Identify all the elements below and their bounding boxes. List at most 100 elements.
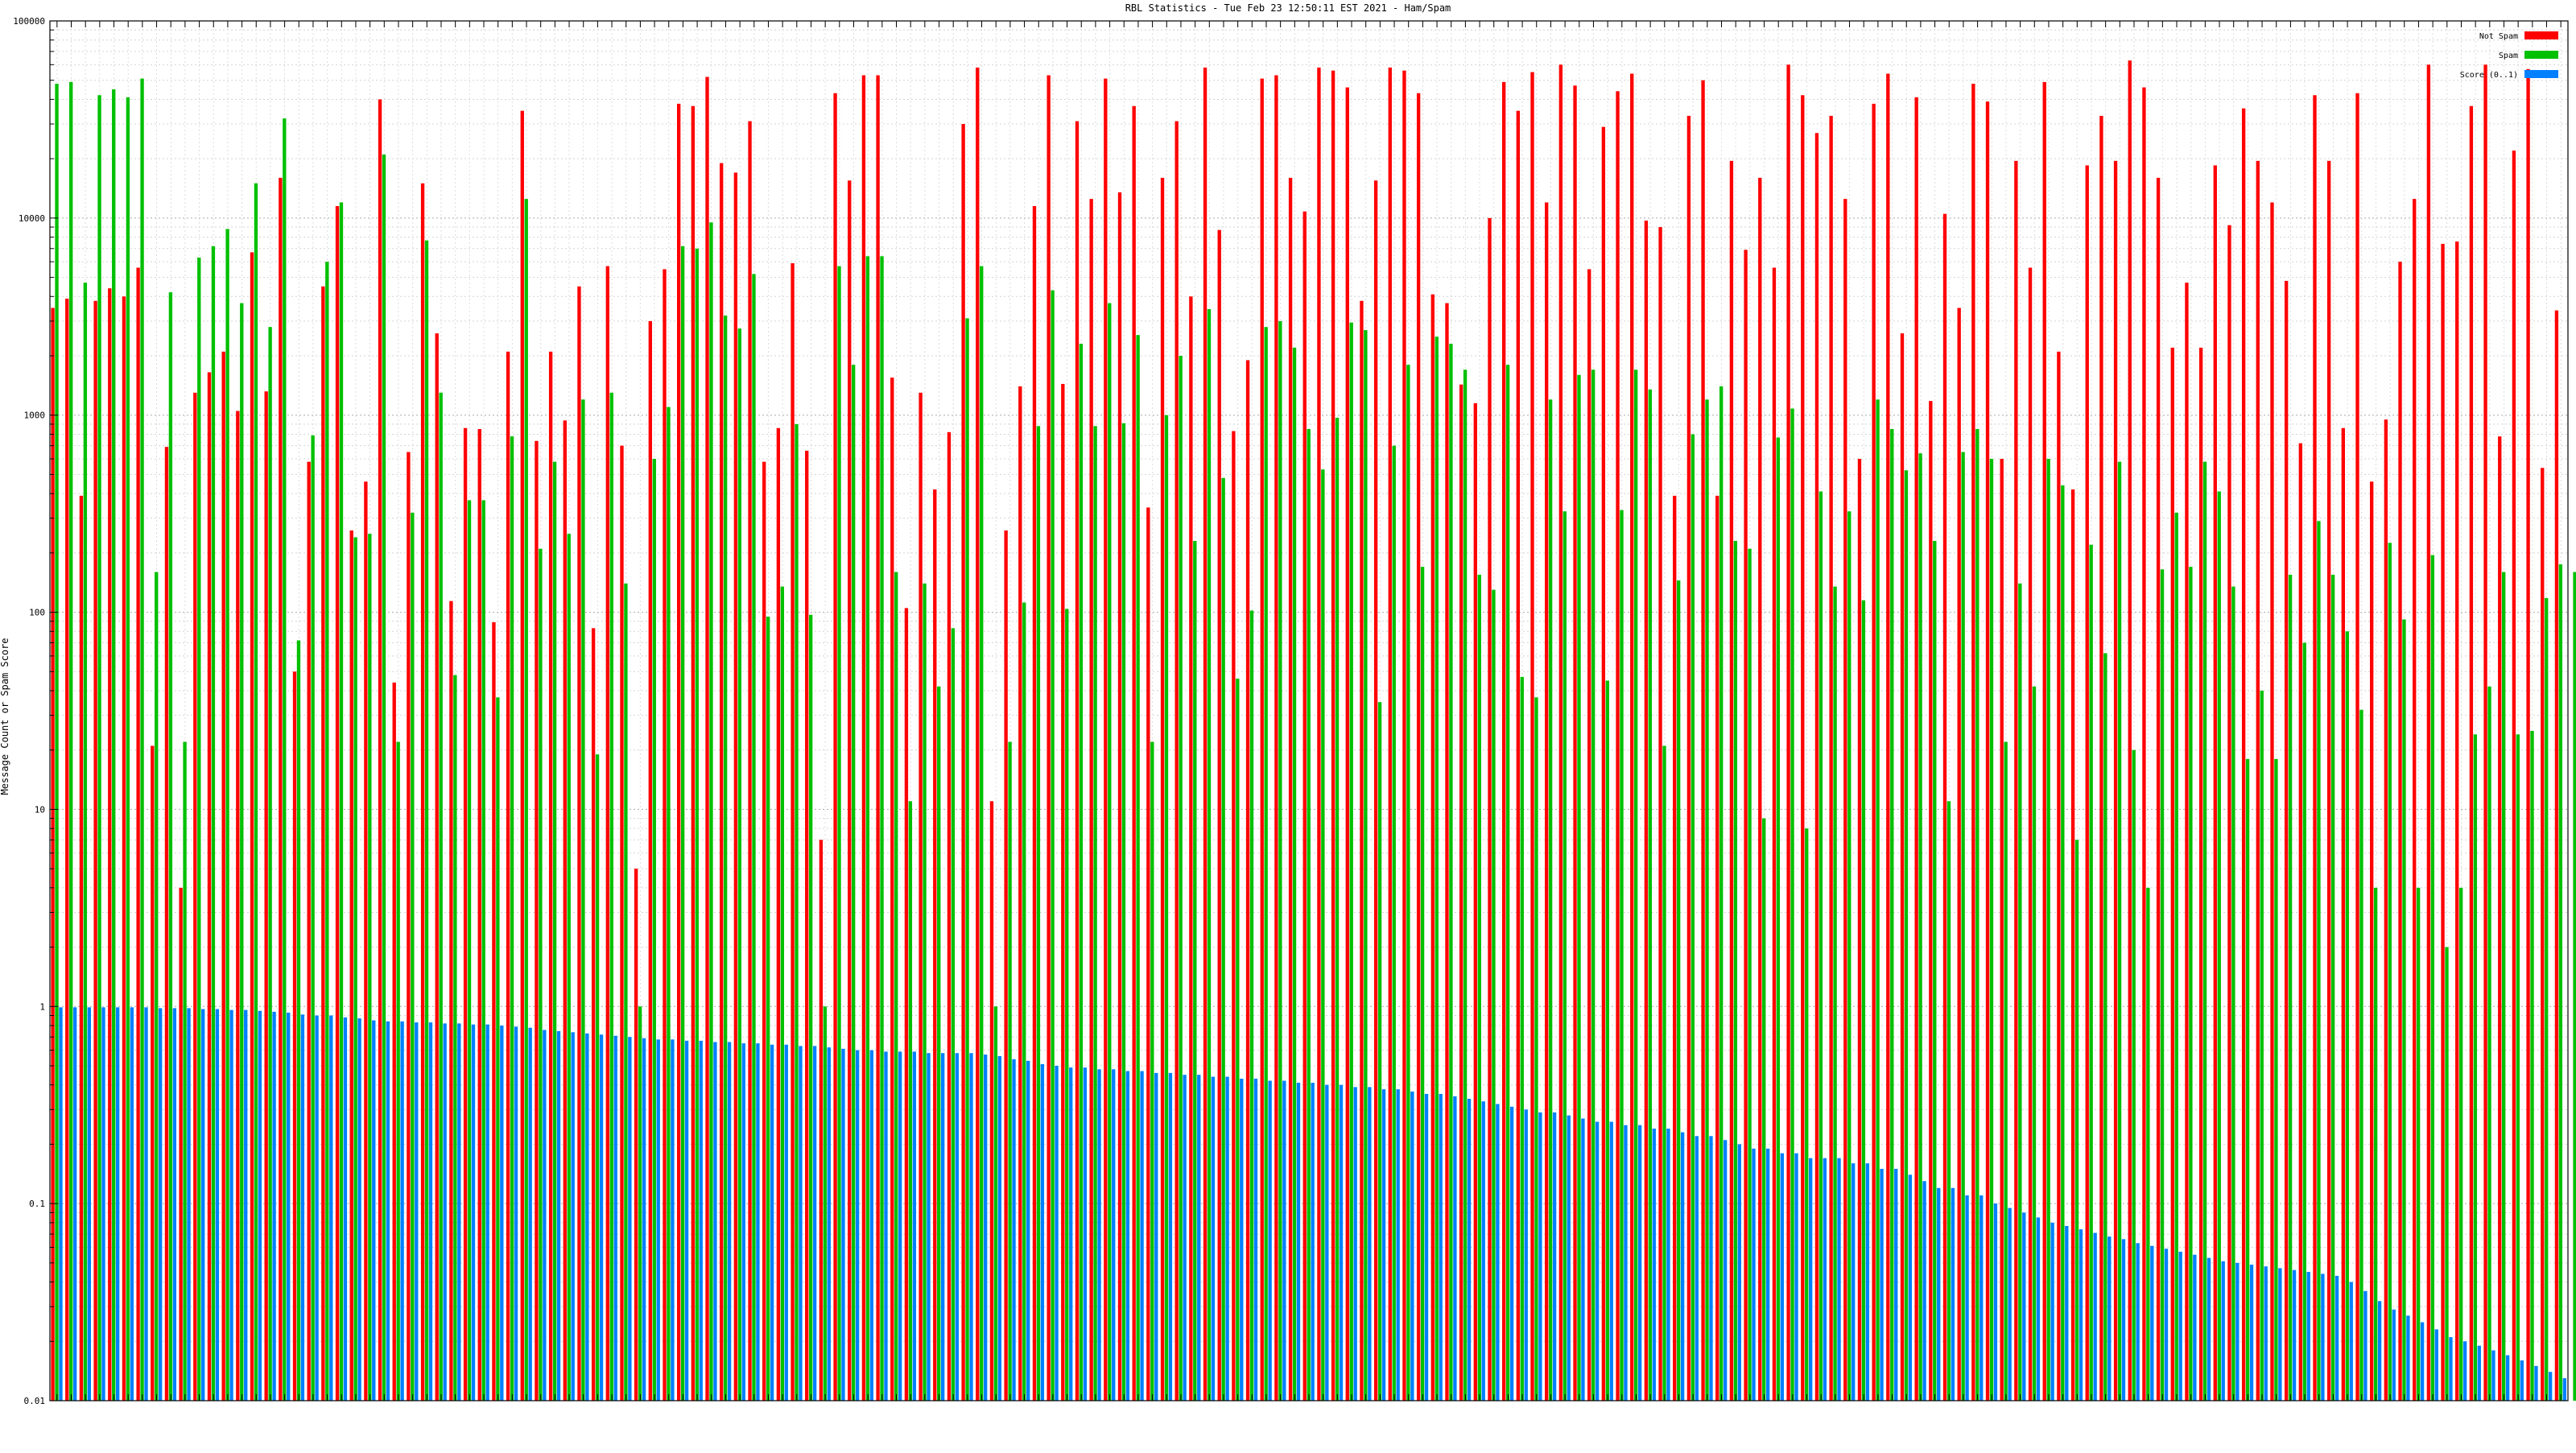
bar-spam: [1577, 374, 1581, 1401]
bar-ham: [1360, 300, 1364, 1401]
bar-score: [415, 1022, 419, 1401]
bar-ham: [1075, 121, 1080, 1401]
bar-score: [2050, 1222, 2054, 1401]
bar-spam: [1890, 428, 1894, 1401]
bar-spam: [1036, 426, 1041, 1401]
bar-score: [2022, 1212, 2026, 1401]
bar-ham: [2298, 443, 2302, 1401]
bar-spam: [1420, 567, 1425, 1401]
bar-score: [244, 1009, 248, 1401]
bar-score: [2392, 1309, 2396, 1401]
bar-score: [2477, 1345, 2481, 1401]
bar-ham: [1459, 384, 1463, 1401]
bar-spam: [1776, 437, 1781, 1401]
bar-ham: [2341, 427, 2346, 1401]
bar-spam: [1093, 426, 1097, 1401]
bar-score: [1296, 1083, 1301, 1401]
bar-score: [2121, 1239, 2126, 1401]
bar-spam: [1591, 369, 1596, 1401]
bar-score: [59, 1007, 63, 1401]
bar-score: [1282, 1080, 1286, 1401]
bar-ham: [2541, 468, 2545, 1401]
bar-spam: [1733, 540, 1738, 1401]
bar-spam: [240, 303, 244, 1401]
bar-ham: [335, 205, 340, 1401]
bar-ham: [1046, 75, 1051, 1401]
bar-score: [1055, 1065, 1059, 1401]
bar-spam: [225, 229, 229, 1401]
bar-ham: [919, 392, 923, 1401]
y-tick-label: 1: [39, 1001, 45, 1012]
bar-score: [357, 1018, 361, 1401]
bar-score: [2434, 1329, 2438, 1401]
bar-score: [1496, 1104, 1500, 1401]
bar-score: [115, 1007, 120, 1401]
bar-score: [130, 1007, 134, 1401]
bar-ham: [420, 183, 425, 1401]
legend-label-spam: Spam: [2499, 52, 2518, 60]
legend: Not Spam Spam Score (0..1): [2460, 31, 2558, 80]
bar-ham: [2241, 108, 2246, 1401]
bar-ham: [904, 608, 909, 1401]
bar-spam: [1805, 828, 1809, 1401]
bar-ham: [1146, 507, 1150, 1401]
bar-score: [2036, 1217, 2041, 1401]
bar-spam: [55, 84, 59, 1401]
bar-spam: [1790, 408, 1794, 1401]
bar-ham: [1317, 67, 1321, 1401]
bar-ham: [506, 351, 510, 1401]
bar-ham: [2554, 310, 2559, 1401]
bar-ham: [733, 172, 738, 1401]
bar-spam: [1563, 511, 1567, 1401]
bar-ham: [2085, 165, 2089, 1401]
bar-score: [756, 1043, 760, 1401]
bar-spam: [908, 801, 913, 1401]
bar-score: [585, 1033, 589, 1401]
bar-ham: [392, 682, 396, 1401]
bar-ham: [1900, 333, 1905, 1401]
bar-ham: [705, 76, 709, 1401]
bar-spam: [1847, 511, 1852, 1401]
bar-spam: [368, 534, 372, 1401]
bar-ham: [2014, 160, 2018, 1401]
bar-score: [1637, 1125, 1642, 1401]
bar-ham: [691, 105, 696, 1401]
bar-ham: [1331, 70, 1335, 1401]
bar-spam: [382, 154, 386, 1401]
bar-ham: [264, 391, 268, 1401]
bar-score: [869, 1050, 873, 1401]
bar-score: [1894, 1169, 1898, 1401]
bar-spam: [880, 256, 884, 1401]
bar-score: [2093, 1232, 2097, 1401]
bar-score: [1937, 1187, 1941, 1401]
bar-ham: [1971, 84, 1975, 1401]
bar-ham: [1217, 229, 1221, 1401]
bar-ham: [407, 452, 411, 1401]
bar-score: [2178, 1251, 2182, 1401]
bar-spam: [1520, 676, 1524, 1401]
bar-score: [1765, 1148, 1770, 1401]
bar-spam: [1633, 369, 1638, 1401]
bar-score: [443, 1023, 447, 1401]
bar-score: [855, 1050, 860, 1401]
bar-spam: [510, 436, 514, 1401]
bar-score: [2449, 1337, 2453, 1401]
bar-spam: [2416, 887, 2421, 1401]
bar-ham: [2170, 347, 2174, 1401]
bar-ham: [1416, 93, 1421, 1401]
bar-spam: [2274, 758, 2278, 1401]
y-tick-label: 1000: [24, 411, 46, 421]
bar-ham: [1644, 221, 1649, 1401]
bar-spam: [1406, 365, 1410, 1401]
bar-ham: [1004, 530, 1008, 1401]
bar-spam: [97, 95, 101, 1401]
bar-score: [1652, 1129, 1656, 1401]
bar-score: [215, 1009, 220, 1401]
bar-score: [2363, 1290, 2368, 1401]
bar-score: [812, 1046, 817, 1401]
bar-ham: [449, 601, 453, 1401]
bar-ham: [1288, 177, 1293, 1401]
bar-ham: [1160, 177, 1165, 1401]
bar-score: [1780, 1153, 1785, 1401]
bar-spam: [1321, 469, 1325, 1401]
